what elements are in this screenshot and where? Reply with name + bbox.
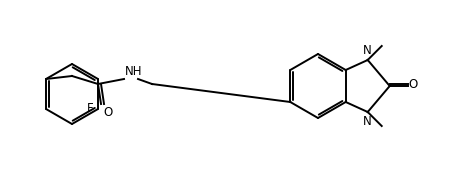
Text: N: N xyxy=(363,44,371,57)
Text: F: F xyxy=(87,102,94,116)
Text: O: O xyxy=(408,78,417,92)
Text: N: N xyxy=(363,115,371,128)
Text: O: O xyxy=(103,106,112,119)
Text: NH: NH xyxy=(125,65,142,78)
